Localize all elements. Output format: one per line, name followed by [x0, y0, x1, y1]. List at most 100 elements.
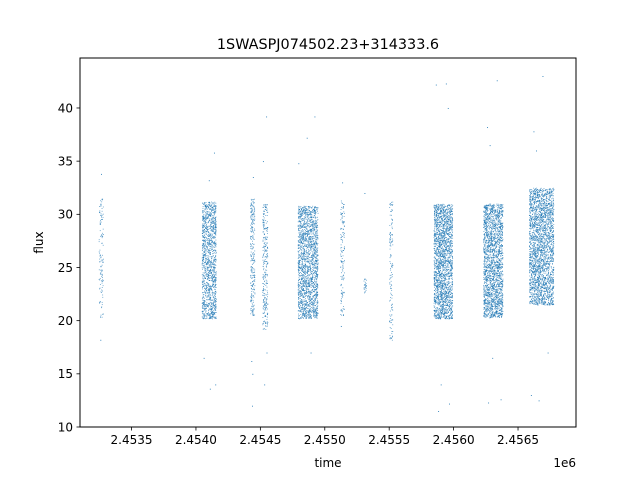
data-point	[312, 266, 314, 268]
data-point	[312, 225, 313, 227]
data-point	[451, 316, 453, 318]
data-point	[299, 297, 301, 299]
data-point	[314, 267, 315, 269]
data-point	[209, 271, 210, 272]
data-point	[205, 292, 207, 294]
data-point	[214, 281, 216, 283]
data-point	[442, 251, 443, 253]
data-point	[391, 333, 393, 335]
data-point	[391, 284, 393, 286]
data-point	[446, 230, 447, 232]
data-point	[252, 228, 253, 230]
data-point	[250, 310, 252, 311]
data-point	[312, 241, 314, 243]
data-point	[308, 239, 309, 241]
data-point	[316, 310, 317, 312]
data-point	[298, 207, 300, 209]
data-point	[215, 296, 216, 298]
data-point	[310, 284, 311, 286]
data-point	[299, 267, 301, 269]
data-point	[305, 281, 307, 283]
data-point	[449, 229, 451, 231]
data-point	[307, 297, 309, 299]
data-point	[266, 204, 268, 206]
data-point	[253, 238, 254, 240]
data-point	[313, 226, 315, 228]
data-point	[441, 286, 443, 287]
data-point	[312, 224, 313, 226]
data-point	[205, 306, 207, 308]
data-point	[211, 209, 213, 211]
data-point	[437, 286, 438, 288]
data-point	[317, 312, 319, 314]
data-point	[206, 270, 208, 272]
data-point	[439, 315, 441, 316]
data-point	[202, 230, 204, 232]
data-point	[444, 271, 446, 273]
data-point	[204, 317, 205, 319]
data-point	[435, 260, 437, 262]
data-point	[252, 231, 254, 232]
data-point	[305, 216, 307, 218]
data-point	[317, 302, 319, 304]
data-point	[305, 289, 307, 291]
data-point	[307, 234, 309, 235]
data-point	[214, 270, 216, 272]
data-point	[250, 243, 252, 245]
data-point	[300, 216, 301, 218]
data-point	[202, 246, 203, 248]
data-point	[311, 214, 313, 216]
data-point	[213, 310, 215, 311]
data-point	[340, 249, 342, 251]
data-point	[214, 242, 216, 244]
data-point	[315, 276, 317, 277]
data-point	[298, 257, 300, 259]
data-point	[311, 211, 313, 213]
data-point	[215, 227, 216, 229]
data-point	[263, 262, 265, 264]
data-point	[253, 301, 254, 303]
data-point	[306, 307, 307, 309]
data-point	[309, 228, 311, 230]
data-point	[315, 278, 317, 280]
data-point	[440, 310, 442, 311]
data-point	[250, 260, 252, 262]
data-point	[317, 305, 319, 307]
data-point	[210, 234, 211, 236]
data-point	[316, 235, 318, 237]
data-point	[449, 210, 451, 212]
data-point	[304, 245, 306, 247]
data-point	[389, 261, 391, 263]
data-point	[214, 317, 216, 319]
data-point	[441, 272, 443, 274]
data-point	[363, 280, 365, 282]
data-point	[302, 256, 304, 257]
data-point	[313, 249, 315, 250]
data-point	[439, 262, 441, 264]
data-point	[204, 303, 205, 305]
data-point	[311, 244, 313, 246]
data-point	[305, 281, 306, 282]
data-point	[302, 283, 303, 285]
data-point	[202, 210, 204, 212]
data-point	[439, 222, 441, 224]
data-point	[308, 267, 310, 268]
data-point	[264, 384, 266, 386]
data-point	[304, 252, 306, 254]
data-point	[252, 232, 254, 233]
data-point	[102, 290, 103, 292]
data-point	[314, 212, 316, 214]
data-point	[302, 299, 304, 301]
data-point	[449, 244, 451, 246]
data-point	[317, 207, 319, 209]
data-point	[441, 219, 443, 220]
data-point	[213, 249, 215, 251]
data-point	[309, 245, 310, 247]
data-point	[299, 222, 301, 224]
data-point	[264, 307, 266, 309]
data-point	[204, 262, 205, 264]
data-point	[213, 259, 215, 261]
data-point	[211, 266, 213, 267]
data-point	[316, 276, 318, 278]
